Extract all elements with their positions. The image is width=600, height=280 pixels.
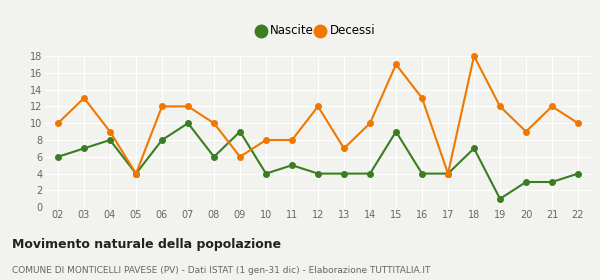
Legend: Nascite, Decessi: Nascite, Decessi (256, 20, 380, 42)
Nascite (80, 147, 88, 150)
Decessi (262, 138, 269, 142)
Nascite (106, 138, 113, 142)
Decessi (236, 155, 244, 158)
Nascite (262, 172, 269, 175)
Nascite (289, 164, 296, 167)
Decessi (392, 63, 400, 66)
Line: Nascite: Nascite (55, 120, 581, 202)
Decessi (574, 122, 581, 125)
Nascite (184, 122, 191, 125)
Decessi (184, 105, 191, 108)
Text: Movimento naturale della popolazione: Movimento naturale della popolazione (12, 238, 281, 251)
Decessi (367, 122, 374, 125)
Decessi (523, 130, 530, 133)
Nascite (496, 197, 503, 200)
Nascite (133, 172, 140, 175)
Nascite (55, 155, 62, 158)
Nascite (158, 138, 166, 142)
Nascite (418, 172, 425, 175)
Decessi (211, 122, 218, 125)
Nascite (367, 172, 374, 175)
Decessi (496, 105, 503, 108)
Nascite (211, 155, 218, 158)
Nascite (236, 130, 244, 133)
Decessi (106, 130, 113, 133)
Decessi (133, 172, 140, 175)
Nascite (523, 180, 530, 184)
Decessi (418, 96, 425, 100)
Decessi (80, 96, 88, 100)
Line: Decessi: Decessi (55, 53, 581, 176)
Decessi (470, 54, 478, 58)
Nascite (470, 147, 478, 150)
Decessi (55, 122, 62, 125)
Nascite (548, 180, 556, 184)
Nascite (340, 172, 347, 175)
Decessi (340, 147, 347, 150)
Nascite (314, 172, 322, 175)
Nascite (392, 130, 400, 133)
Nascite (574, 172, 581, 175)
Decessi (445, 172, 452, 175)
Decessi (158, 105, 166, 108)
Decessi (289, 138, 296, 142)
Text: COMUNE DI MONTICELLI PAVESE (PV) - Dati ISTAT (1 gen-31 dic) - Elaborazione TUTT: COMUNE DI MONTICELLI PAVESE (PV) - Dati … (12, 266, 430, 275)
Decessi (314, 105, 322, 108)
Nascite (445, 172, 452, 175)
Decessi (548, 105, 556, 108)
